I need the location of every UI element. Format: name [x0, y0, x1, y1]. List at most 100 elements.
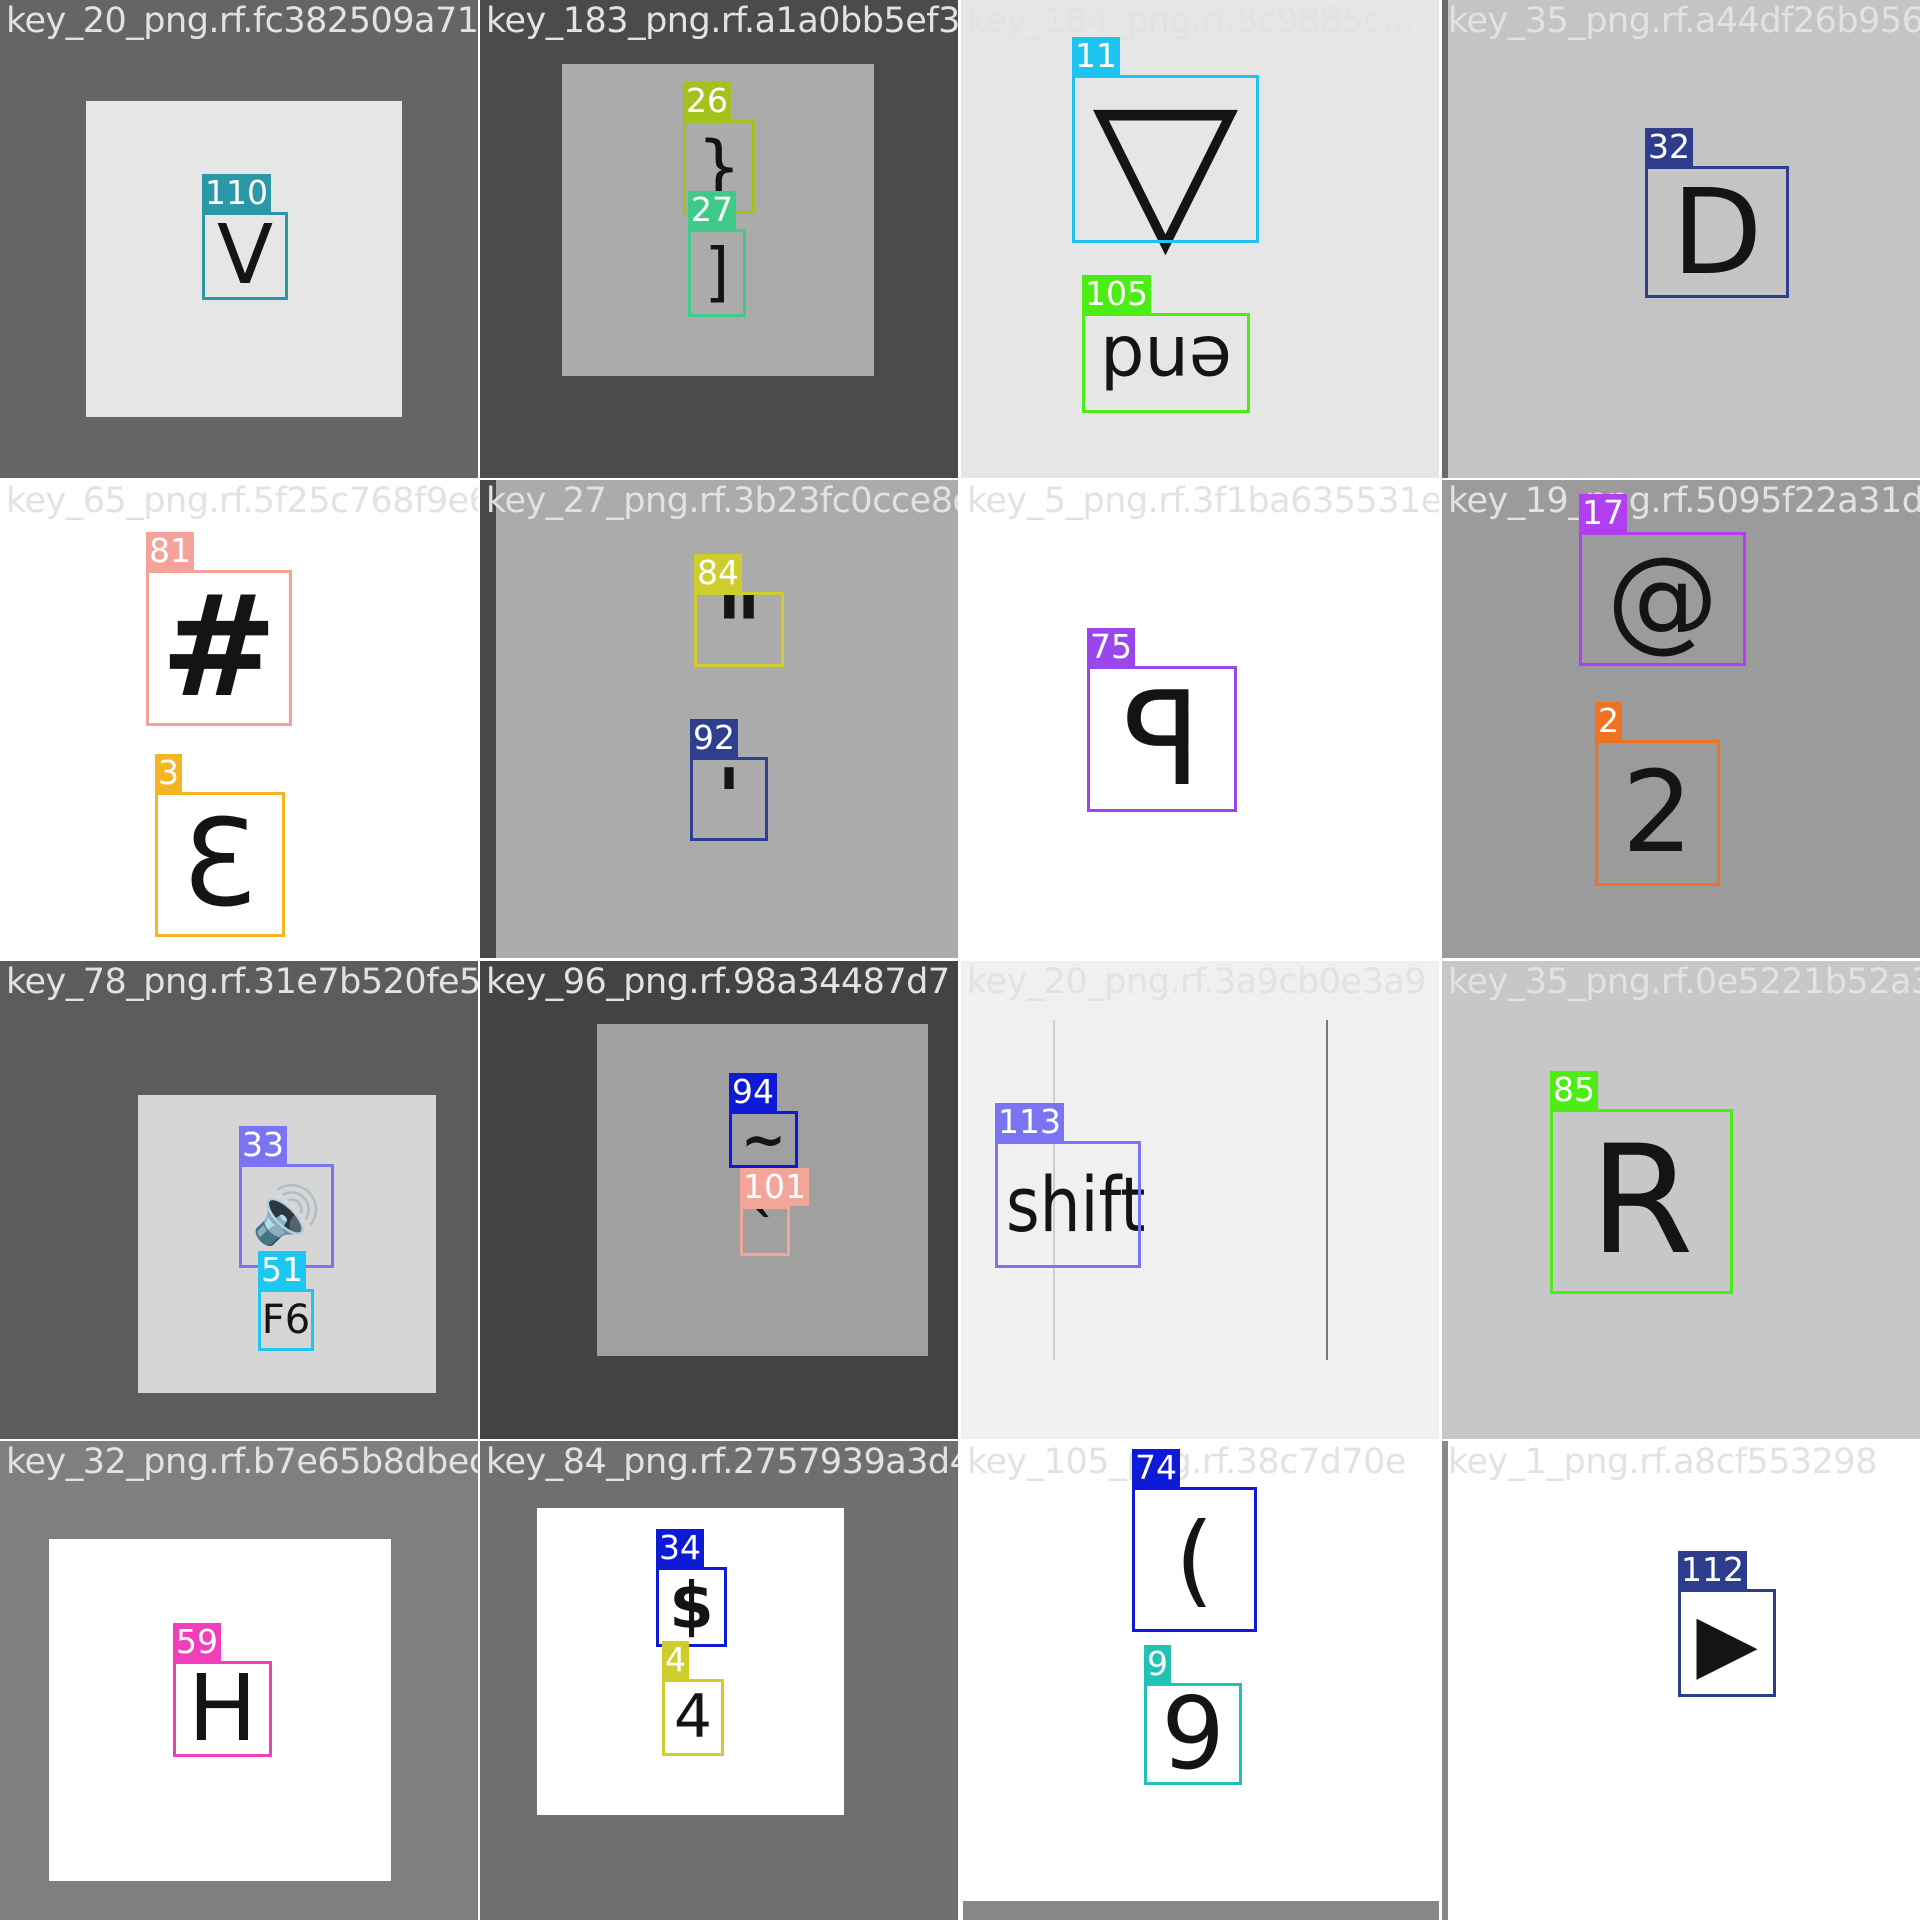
detection-box: [202, 212, 288, 300]
detection-class-label: 101: [740, 1168, 809, 1206]
detection-class-label: 105: [1082, 275, 1151, 313]
detection-box: [146, 570, 292, 726]
key-image-panel: [1442, 0, 1448, 478]
key-glyph-112: ▶: [1696, 1596, 1758, 1689]
detection-class-label: 85: [1550, 1071, 1598, 1109]
tile-filename: key_184_png.rf.8c9885c...: [967, 1, 1414, 41]
key-image-panel: [49, 1539, 391, 1881]
tile-filename: key_20_png.rf.3a9cb0e3a9: [967, 962, 1427, 1002]
detection-class-label: 110: [202, 174, 271, 212]
detection-class-label: 75: [1087, 628, 1135, 666]
detection-box: [1087, 666, 1237, 812]
detection-class-label: 32: [1645, 128, 1693, 166]
tile-filename: key_35_png.rf.0e5221b52a3: [1448, 962, 1920, 1002]
mosaic-tile: key_184_png.rf.8c9885c... ▽ 11 end 105: [961, 0, 1439, 478]
detection-class-label: 59: [173, 1623, 221, 1661]
detection-class-label: 17: [1579, 494, 1627, 532]
mosaic-tile: key_105_png.rf.38c7d70e (74 9 9: [961, 1441, 1439, 1920]
mosaic-tile: key_78_png.rf.31e7b520fe5d 🔊 33 F6 51: [0, 961, 478, 1439]
mosaic-tile: key_20_png.rf.fc382509a71d V 110: [0, 0, 478, 478]
key-glyph-74: (: [1174, 1501, 1214, 1618]
key-glyph-2: 2: [1621, 748, 1694, 878]
key-edge-line: [1326, 1020, 1328, 1360]
key-glyph-81: #: [160, 566, 278, 729]
key-glyph-84: ": [715, 577, 763, 682]
detection-box: [1645, 166, 1789, 298]
mosaic-tile: key_32_png.rf.b7e65b8dbec H 59: [0, 1441, 478, 1920]
key-image-panel: [963, 1901, 1439, 1920]
mosaic-tile: key_35_png.rf.0e5221b52a3 R 85: [1442, 961, 1920, 1439]
key-image-panel: [1442, 1441, 1448, 1920]
detection-box: [1579, 532, 1746, 666]
key-glyph-4: 4: [673, 1682, 713, 1752]
detection-class-label: 4: [662, 1641, 689, 1679]
key-glyph-32: D: [1671, 163, 1763, 301]
mosaic-tile: key_65_png.rf.5f25c768f9e6 #81 3 3: [0, 480, 478, 958]
detection-box: [694, 592, 784, 667]
detection-class-label: 94: [729, 1073, 777, 1111]
detection-class-label: 26: [683, 82, 731, 120]
key-image-panel: [86, 101, 402, 417]
detection-box: [1082, 313, 1250, 413]
key-glyph-110: V: [216, 208, 274, 303]
detection-class-label: 2: [1595, 702, 1622, 740]
tile-filename: key_32_png.rf.b7e65b8dbec: [6, 1442, 478, 1482]
tile-filename: key_5_png.rf.3f1ba635531e: [967, 481, 1439, 521]
detection-box: [1132, 1487, 1257, 1632]
detection-class-label: 84: [694, 554, 742, 592]
detection-box: [1550, 1109, 1733, 1294]
detection-class-label: 9: [1144, 1645, 1171, 1683]
detection-box: [1678, 1589, 1776, 1697]
mosaic-tile: key_27_png.rf.3b23fc0cce8d " 84 ' 92: [480, 480, 958, 958]
mosaic-tile: key_19_png.rf.5095f22a31d @17 2 2: [1442, 480, 1920, 958]
detection-class-label: 33: [239, 1126, 287, 1164]
mosaic-tile: key_84_png.rf.2757939a3d48a $34 44: [480, 1441, 958, 1920]
key-glyph-51: F6: [261, 1297, 311, 1343]
key-glyph-94: ~: [740, 1108, 787, 1171]
tile-filename: key_20_png.rf.fc382509a71d: [6, 1, 478, 41]
detection-box: [155, 792, 285, 937]
mosaic-tile: key_5_png.rf.3f1ba635531e P 75: [961, 480, 1439, 958]
key-edge-line: [1053, 1020, 1055, 1360]
tile-filename: key_105_png.rf.38c7d70e: [967, 1442, 1406, 1482]
detection-class-label: 34: [656, 1529, 704, 1567]
mosaic-tile: key_1_png.rf.a8cf553298 ▶ 112: [1442, 1441, 1920, 1920]
mosaic-tile: key_35_png.rf.a44df26b9566 D 32: [1442, 0, 1920, 478]
detection-box: [173, 1661, 272, 1757]
detection-box: [656, 1567, 727, 1647]
tile-filename: key_183_png.rf.a1a0bb5ef382a05f3204: [486, 1, 958, 41]
detection-box: [729, 1111, 798, 1168]
detection-box: [662, 1679, 724, 1756]
detection-class-label: 112: [1678, 1551, 1747, 1589]
key-glyph-59: H: [187, 1655, 258, 1762]
detection-class-label: 3: [155, 754, 182, 792]
key-glyph-34: $: [669, 1570, 714, 1644]
key-image-panel: [138, 1095, 436, 1393]
detection-box: [690, 757, 768, 841]
key-glyph-101: `: [752, 1202, 778, 1260]
detection-box: [1144, 1683, 1242, 1785]
mosaic-tile: key_96_png.rf.98a34487d7 ~94 ` 101: [480, 961, 958, 1439]
mosaic-tile: key_183_png.rf.a1a0bb5ef382a05f3204}26]2…: [480, 0, 958, 478]
key-glyph-92: ': [716, 752, 742, 845]
key-glyph-9: 9: [1161, 1675, 1225, 1792]
key-glyph-17: @: [1606, 534, 1719, 664]
detection-class-label: 81: [146, 532, 194, 570]
detection-box: [258, 1289, 314, 1351]
tile-filename: key_27_png.rf.3b23fc0cce8d: [486, 481, 958, 521]
key-glyph-33: 🔊: [251, 1183, 322, 1248]
detection-box: [688, 229, 746, 317]
tile-filename: key_96_png.rf.98a34487d7: [486, 962, 950, 1002]
key-glyph-113: shift: [1005, 1160, 1146, 1249]
detection-box: [740, 1206, 790, 1256]
detection-box: [1072, 75, 1259, 243]
tile-filename: key_65_png.rf.5f25c768f9e6: [6, 481, 478, 521]
detection-class-label: 74: [1132, 1449, 1180, 1487]
key-glyph-11: ▽: [1092, 56, 1239, 277]
tile-filename: key_19_png.rf.5095f22a31d: [1448, 481, 1920, 521]
detection-box: [1595, 740, 1720, 886]
detection-class-label: 92: [690, 719, 738, 757]
tile-filename: key_78_png.rf.31e7b520fe5d: [6, 962, 478, 1002]
detection-class-label: 113: [995, 1103, 1064, 1141]
